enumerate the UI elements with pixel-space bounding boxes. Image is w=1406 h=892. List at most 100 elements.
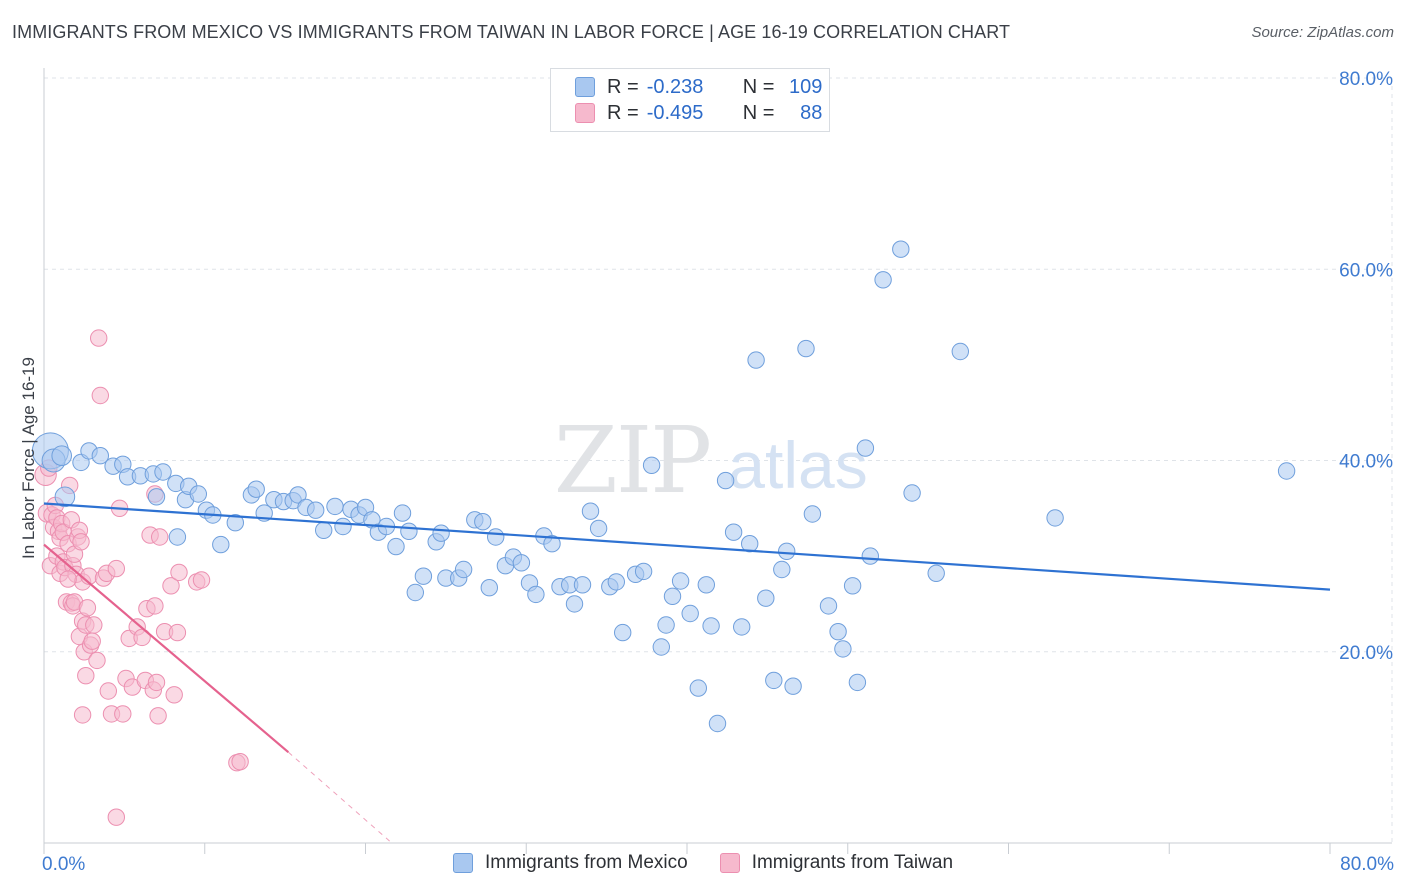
mexico-point-73 bbox=[642, 456, 661, 474]
mexico-point-44 bbox=[406, 583, 424, 602]
mexico-point-66 bbox=[581, 502, 600, 520]
mexico-point-72 bbox=[634, 562, 653, 581]
mexico-point-31 bbox=[307, 501, 325, 519]
mexico-point-81 bbox=[702, 617, 720, 635]
mexico-point-94 bbox=[803, 505, 822, 523]
mexico-point-42 bbox=[393, 504, 412, 522]
mexico-point-43 bbox=[400, 522, 418, 540]
taiwan-point-64 bbox=[149, 707, 167, 725]
taiwan-point-24 bbox=[72, 533, 90, 551]
mexico-point-104 bbox=[903, 484, 921, 502]
taiwan-point-47 bbox=[99, 682, 118, 700]
mexico-point-89 bbox=[765, 671, 783, 690]
mexico-legend-label: Immigrants from Mexico bbox=[484, 852, 688, 873]
mexico-point-67 bbox=[589, 519, 608, 538]
mexico-point-32 bbox=[315, 521, 333, 539]
taiwan-swatch bbox=[575, 103, 595, 123]
taiwan-point-51 bbox=[114, 705, 132, 723]
mexico-point-54 bbox=[487, 528, 505, 546]
taiwan-point-70 bbox=[170, 563, 188, 582]
mexico-point-92 bbox=[784, 677, 802, 695]
legend-row-mexico: R = -0.238 N = 109 bbox=[575, 75, 822, 99]
taiwan-point-36 bbox=[78, 599, 97, 617]
series-legend: Immigrants from Mexico Immigrants from T… bbox=[0, 852, 1406, 874]
taiwan-point-69 bbox=[168, 623, 187, 642]
mexico-point-77 bbox=[671, 572, 690, 590]
mexico-point-53 bbox=[480, 579, 498, 597]
mexico-point-47 bbox=[432, 524, 450, 542]
tick-labels: 0.0% 80.0% In Labor Force | Age 16-19 20… bbox=[19, 69, 1394, 875]
taiwan-r-value: -0.495 bbox=[646, 101, 704, 124]
taiwan-point-68 bbox=[165, 686, 183, 704]
mexico-point-101 bbox=[861, 547, 879, 565]
mexico-point-6 bbox=[91, 447, 110, 465]
mexico-point-61 bbox=[543, 535, 561, 553]
mexico-point-57 bbox=[512, 554, 531, 572]
y-tick-label-80: 80.0% bbox=[1339, 69, 1393, 90]
mexico-point-99 bbox=[848, 673, 867, 692]
taiwan-point-61 bbox=[146, 597, 164, 615]
mexico-point-13 bbox=[154, 463, 172, 481]
trend-lines bbox=[43, 502, 1331, 842]
mexico-point-93 bbox=[797, 339, 815, 358]
mexico-point-95 bbox=[819, 597, 838, 615]
mexico-point-18 bbox=[189, 485, 208, 503]
watermark: ZIP atlas bbox=[554, 407, 868, 514]
mexico-point-102 bbox=[874, 271, 892, 289]
mexico-point-15 bbox=[168, 528, 187, 546]
mexico-point-108 bbox=[1277, 462, 1296, 480]
taiwan-point-27 bbox=[59, 570, 77, 588]
mexico-point-64 bbox=[565, 595, 584, 613]
watermark-zip: ZIP bbox=[554, 407, 710, 514]
mexico-point-107 bbox=[1046, 509, 1064, 527]
taiwan-legend-label: Immigrants from Taiwan bbox=[751, 852, 954, 873]
taiwan-n-value: 88 bbox=[800, 101, 823, 124]
mexico-point-52 bbox=[474, 513, 492, 531]
mexico-point-84 bbox=[724, 523, 743, 541]
mexico-point-82 bbox=[708, 714, 727, 733]
mexico-point-78 bbox=[681, 604, 699, 623]
mexico-point-21 bbox=[212, 535, 230, 554]
mexico-point-12 bbox=[147, 488, 166, 506]
chart-title: IMMIGRANTS FROM MEXICO VS IMMIGRANTS FRO… bbox=[12, 22, 1011, 42]
taiwan-r-label: R = bbox=[607, 101, 639, 124]
mexico-point-86 bbox=[741, 535, 759, 553]
y-tick-label-20: 20.0% bbox=[1339, 643, 1393, 664]
mexico-trend-line bbox=[43, 502, 1331, 591]
mexico-point-24 bbox=[247, 480, 265, 498]
mexico-point-91 bbox=[778, 542, 796, 560]
taiwan-trend-line bbox=[43, 543, 290, 753]
mexico-point-2 bbox=[51, 445, 73, 467]
mexico-point-65 bbox=[573, 576, 592, 594]
mexico-point-76 bbox=[663, 587, 682, 605]
mexico-point-106 bbox=[951, 342, 969, 361]
mexico-point-45 bbox=[414, 567, 433, 585]
y-tick-label-60: 60.0% bbox=[1339, 260, 1393, 281]
legend-item-taiwan[interactable]: Immigrants from Taiwan bbox=[719, 852, 954, 874]
taiwan-point-63 bbox=[147, 673, 166, 692]
mexico-point-3 bbox=[54, 486, 76, 508]
mexico-point-33 bbox=[326, 497, 344, 516]
mexico-point-50 bbox=[454, 560, 473, 579]
mexico-n-value: 109 bbox=[789, 75, 823, 98]
mexico-n-label: N = bbox=[742, 75, 775, 98]
taiwan-point-74 bbox=[231, 753, 249, 771]
mexico-point-79 bbox=[689, 679, 707, 697]
taiwan-point-65 bbox=[151, 528, 169, 546]
mexico-r-value: -0.238 bbox=[646, 75, 704, 98]
source-label: Source: ZipAtlas.com bbox=[1251, 24, 1394, 41]
taiwan-point-67 bbox=[162, 577, 180, 595]
mexico-point-97 bbox=[834, 640, 852, 658]
y-tick-label-40: 40.0% bbox=[1339, 452, 1393, 473]
mexico-point-80 bbox=[697, 576, 715, 594]
mexico-point-29 bbox=[289, 486, 307, 504]
legend-item-mexico[interactable]: Immigrants from Mexico bbox=[452, 852, 688, 874]
mexico-points bbox=[31, 240, 1296, 733]
legend-row-taiwan: R = -0.495 N = 88 bbox=[575, 101, 822, 125]
taiwan-point-75 bbox=[107, 808, 126, 826]
mexico-point-59 bbox=[527, 585, 545, 604]
mexico-point-100 bbox=[856, 439, 875, 457]
correlation-legend: R = -0.238 N = 109 R = -0.495 N = 88 bbox=[550, 68, 830, 132]
y-axis-label: In Labor Force | Age 16-19 bbox=[19, 357, 38, 559]
taiwan-point-41 bbox=[88, 651, 106, 670]
